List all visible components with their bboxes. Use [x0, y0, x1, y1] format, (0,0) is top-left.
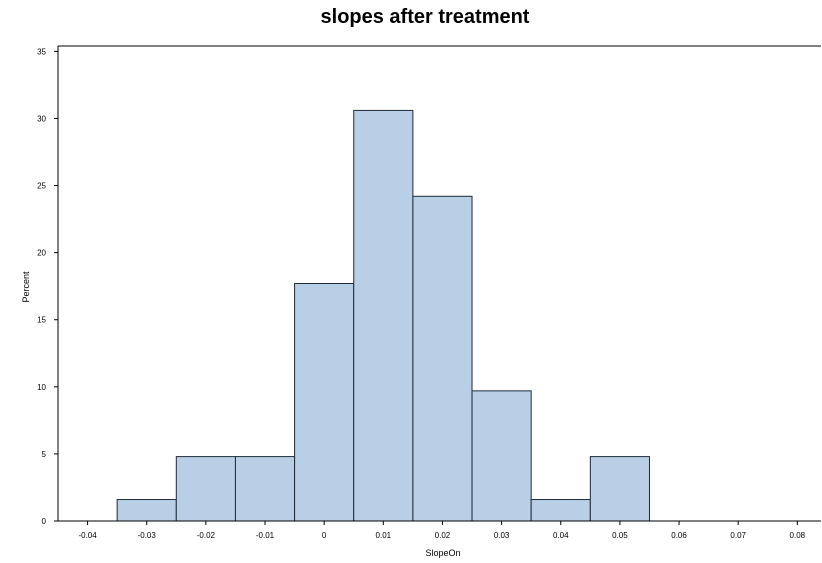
histogram-bar-2 — [234, 456, 296, 522]
histogram-bar-1 — [175, 456, 236, 522]
histogram-bar-4 — [353, 109, 414, 522]
x-tick-label-4: 0 — [322, 531, 327, 540]
histogram-bar-8 — [589, 456, 650, 522]
histogram-bar-7 — [530, 499, 591, 522]
x-tick-label-10: 0.06 — [671, 531, 687, 540]
axes-group — [54, 45, 821, 525]
y-axis-label: Percent — [21, 271, 31, 303]
x-tick-label-6: 0.02 — [435, 531, 451, 540]
x-tick-label-7: 0.03 — [494, 531, 510, 540]
x-tick-label-8: 0.04 — [553, 531, 569, 540]
y-tick-label-5: 25 — [37, 182, 46, 191]
chart-title: slopes after treatment — [320, 6, 530, 28]
x-tick-label-3: -0.01 — [256, 531, 275, 540]
histogram-bar-6 — [471, 390, 532, 522]
x-tick-label-5: 0.01 — [376, 531, 392, 540]
y-tick-label-7: 35 — [37, 47, 46, 56]
tick-labels-group: -0.04 -0.03 -0.02 -0.01 0 0.01 0.02 0.03 0.04 0.0… — [37, 47, 806, 540]
histogram-bar-0 — [116, 499, 177, 522]
x-tick-label-2: -0.02 — [197, 531, 216, 540]
y-tick-label-2: 10 — [37, 383, 46, 392]
bars-group — [116, 109, 650, 522]
histogram-bar-3 — [294, 283, 355, 522]
x-tick-label-11: 0.07 — [730, 531, 746, 540]
histogram-bar-5 — [412, 195, 473, 522]
x-axis-label: SlopeOn — [425, 548, 460, 558]
x-tick-label-1: -0.03 — [138, 531, 157, 540]
x-tick-label-12: 0.08 — [790, 531, 806, 540]
y-tick-label-1: 5 — [42, 450, 47, 459]
x-tick-label-0: -0.04 — [78, 531, 97, 540]
x-tick-label-9: 0.05 — [612, 531, 628, 540]
y-tick-label-0: 0 — [42, 517, 47, 526]
y-tick-label-4: 20 — [37, 249, 46, 258]
y-tick-label-6: 30 — [37, 114, 46, 123]
y-tick-label-3: 15 — [37, 316, 46, 325]
